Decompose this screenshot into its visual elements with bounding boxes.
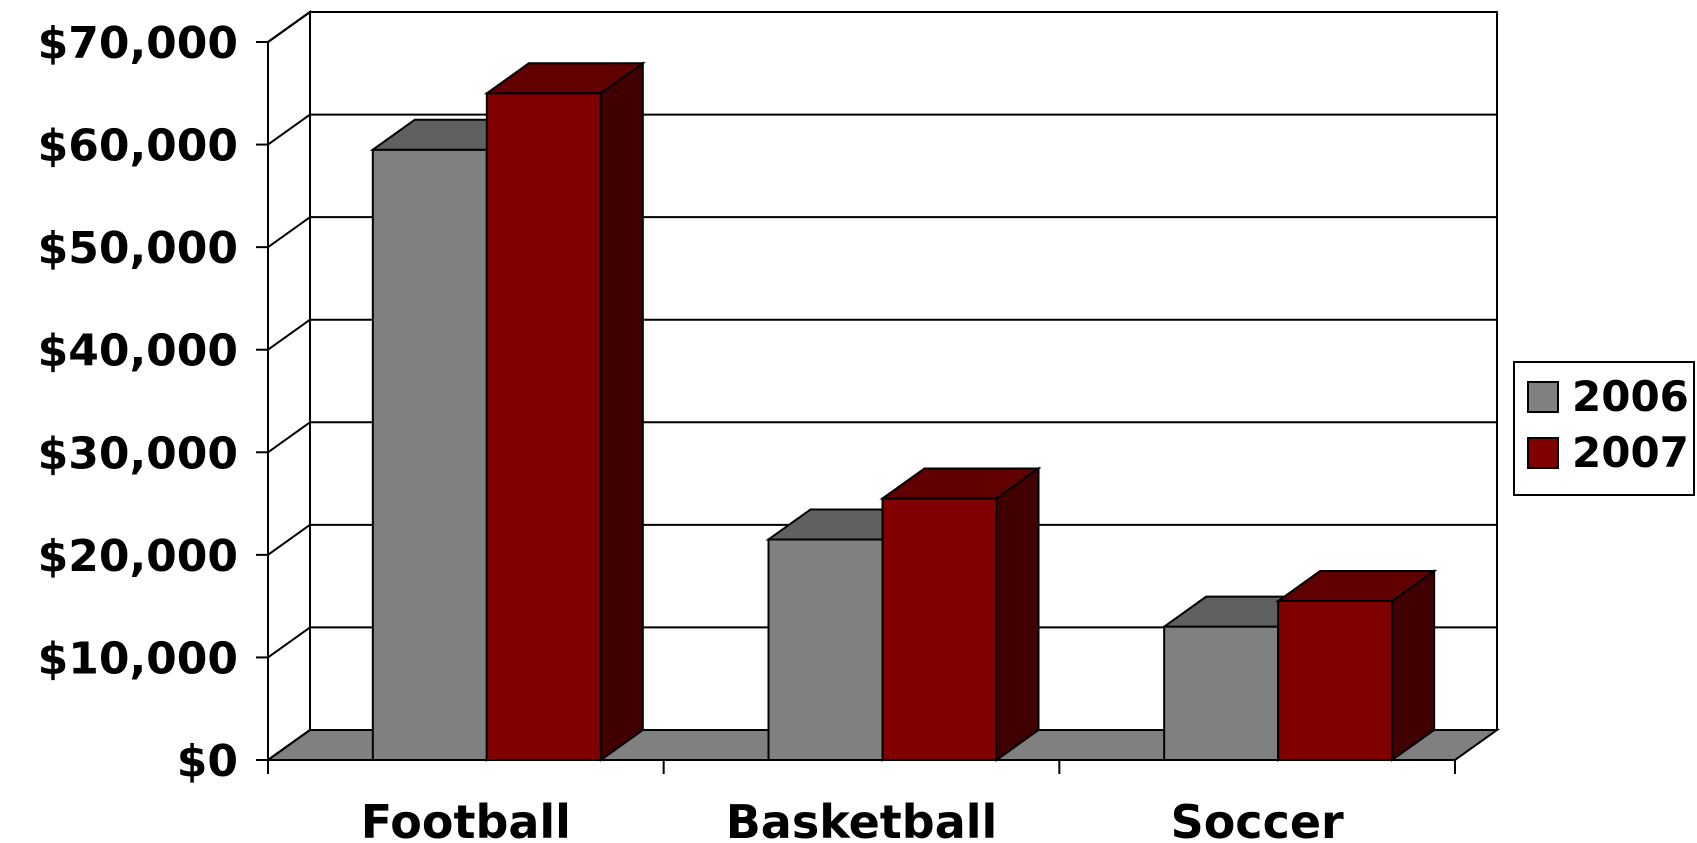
bar-front [485, 92, 602, 761]
bar-football-2007 [483, 61, 646, 762]
gridline-side [267, 113, 311, 146]
bar-front [371, 148, 488, 761]
y-tick-label: $10,000 [38, 633, 238, 684]
bar-front [1163, 625, 1280, 761]
y-tick-label: $50,000 [38, 223, 238, 274]
bar-basketball-2007 [879, 466, 1042, 762]
bar-side [1391, 569, 1436, 762]
bar-soccer-2007 [1275, 569, 1438, 762]
y-tick-label: $20,000 [38, 531, 238, 582]
x-category-labels: Football Basketball Soccer [361, 795, 1344, 843]
gridline-side [267, 11, 311, 43]
y-tick-labels: $0 $10,000 $20,000 $30,000 $40,000 $50,000 $60… [38, 18, 238, 787]
gridline-side [267, 216, 311, 248]
y-tick-label: $0 [177, 736, 238, 787]
y-tick-label: $70,000 [38, 18, 238, 69]
bar-side [995, 466, 1040, 762]
gridline-side [267, 421, 311, 454]
gridline-side [267, 524, 311, 556]
bar-front [767, 538, 884, 761]
legend-label: 2006 [1572, 372, 1689, 421]
y-tick-label: $30,000 [38, 428, 238, 479]
y-tick-label: $40,000 [38, 326, 238, 377]
x-category-label: Basketball [726, 795, 998, 843]
legend: 2006 2007 [1513, 361, 1695, 496]
bar-front [881, 497, 998, 761]
x-category-label: Football [361, 795, 571, 843]
bars [369, 61, 1438, 762]
legend-label: 2007 [1572, 428, 1689, 477]
legend-swatch [1527, 437, 1559, 469]
bar-front [1277, 600, 1394, 761]
y-tick-label: $60,000 [38, 121, 238, 172]
bar-side [599, 61, 644, 762]
gridline-side [267, 318, 311, 351]
side-wall [267, 10, 311, 762]
legend-swatch [1527, 381, 1559, 413]
x-category-label: Soccer [1171, 795, 1344, 843]
gridline-side [267, 626, 311, 659]
